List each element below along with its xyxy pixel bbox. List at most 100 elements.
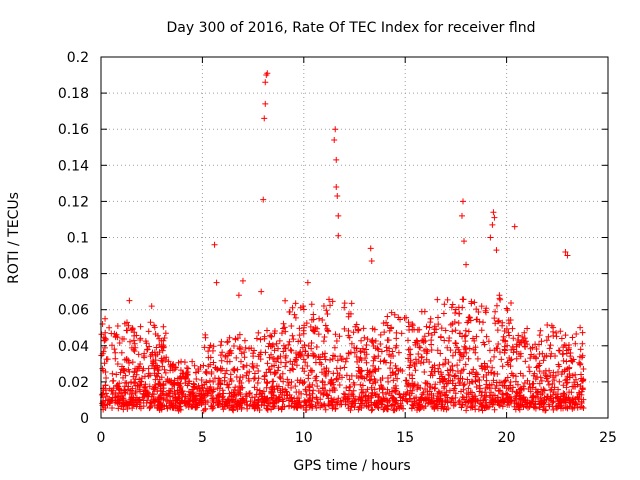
data-point [483, 305, 490, 312]
data-point [450, 402, 457, 409]
data-point [447, 399, 454, 406]
data-point [261, 115, 268, 122]
data-point [487, 357, 494, 364]
data-point [109, 370, 116, 377]
data-point [109, 405, 116, 412]
data-point [346, 376, 353, 383]
data-point [500, 391, 507, 398]
data-point [123, 319, 130, 326]
data-point [116, 339, 123, 346]
data-point [367, 368, 374, 375]
data-point [386, 351, 393, 358]
data-point [359, 382, 366, 389]
data-point [206, 344, 213, 351]
data-point [119, 395, 126, 402]
data-point [501, 346, 508, 353]
data-point [447, 347, 454, 354]
data-point [205, 354, 212, 361]
data-point [277, 359, 284, 366]
data-point [452, 394, 459, 401]
data-point [330, 370, 337, 377]
data-point [384, 313, 391, 320]
data-point [407, 346, 414, 353]
data-point [471, 337, 478, 344]
data-point [116, 380, 123, 387]
data-point [532, 405, 539, 412]
data-point [353, 353, 360, 360]
data-point [118, 349, 125, 356]
data-point [348, 300, 355, 307]
data-point [163, 378, 170, 385]
data-point [136, 376, 143, 383]
data-point [240, 396, 247, 403]
data-point [104, 393, 111, 400]
data-point [184, 371, 191, 378]
data-point [471, 299, 478, 306]
data-point [521, 335, 528, 342]
data-point [162, 369, 169, 376]
data-point [389, 369, 396, 376]
data-point [394, 375, 401, 382]
data-point [540, 357, 547, 364]
data-point [562, 332, 569, 339]
data-point [403, 397, 410, 404]
data-point [347, 407, 354, 414]
data-point [559, 368, 566, 375]
data-point [170, 381, 177, 388]
data-point [568, 389, 575, 396]
data-point [474, 316, 481, 323]
data-point [348, 400, 355, 407]
data-point [208, 392, 215, 399]
data-point [333, 375, 340, 382]
data-point [463, 407, 470, 414]
data-point [404, 398, 411, 405]
data-point [323, 307, 330, 314]
data-point [362, 355, 369, 362]
data-point [331, 385, 338, 392]
data-point [264, 405, 271, 412]
data-point [442, 360, 449, 367]
data-point [478, 303, 485, 310]
data-point [508, 370, 515, 377]
data-point [131, 329, 138, 336]
data-point [513, 355, 520, 362]
data-point [567, 400, 574, 407]
data-point [549, 391, 556, 398]
data-point [481, 393, 488, 400]
data-point [462, 346, 469, 353]
data-point [292, 300, 299, 307]
x-tick-label: 25 [599, 430, 617, 446]
data-point [414, 340, 421, 347]
data-point [182, 393, 189, 400]
data-point [479, 389, 486, 396]
data-point [296, 379, 303, 386]
data-point [323, 325, 330, 332]
data-point [351, 381, 358, 388]
data-point [364, 371, 371, 378]
data-point [357, 400, 364, 407]
data-point [419, 403, 426, 410]
data-point [290, 366, 297, 373]
data-point [456, 310, 463, 317]
data-point [104, 401, 111, 408]
data-point [233, 354, 240, 361]
data-point [428, 394, 435, 401]
data-point [442, 356, 449, 363]
data-point [404, 337, 411, 344]
data-point [533, 346, 540, 353]
data-point [286, 308, 293, 315]
data-point [449, 367, 456, 374]
data-point [124, 386, 131, 393]
data-point [439, 376, 446, 383]
data-point [465, 391, 472, 398]
data-point [412, 367, 419, 374]
data-point [421, 333, 428, 340]
data-point [160, 381, 167, 388]
data-point [478, 403, 485, 410]
data-point [403, 383, 410, 390]
data-point [322, 322, 329, 329]
data-point [386, 327, 393, 334]
data-point [113, 371, 120, 378]
data-point [530, 392, 537, 399]
data-point [321, 334, 328, 341]
